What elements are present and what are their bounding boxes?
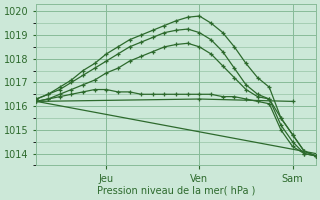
X-axis label: Pression niveau de la mer( hPa ): Pression niveau de la mer( hPa )	[97, 186, 255, 196]
